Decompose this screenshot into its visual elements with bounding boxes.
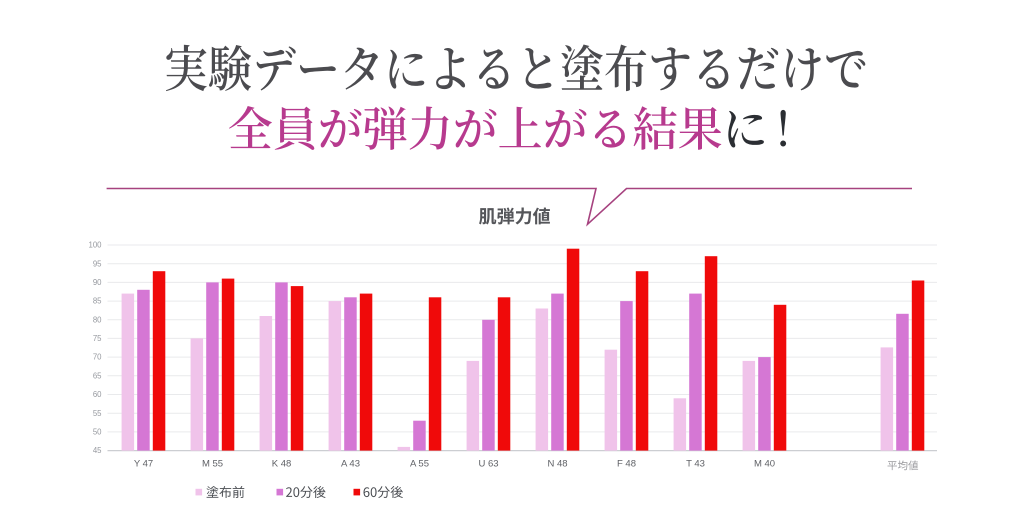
svg-text:A 55: A 55 xyxy=(410,459,429,470)
svg-text:N 48: N 48 xyxy=(547,459,567,470)
svg-text:100: 100 xyxy=(88,241,102,250)
svg-text:75: 75 xyxy=(93,334,102,343)
svg-text:U 63: U 63 xyxy=(478,459,498,470)
svg-text:A 43: A 43 xyxy=(341,459,360,470)
svg-text:T 43: T 43 xyxy=(686,459,705,470)
svg-text:65: 65 xyxy=(93,371,102,380)
svg-text:M 40: M 40 xyxy=(754,459,775,470)
svg-text:50: 50 xyxy=(93,428,102,437)
svg-text:95: 95 xyxy=(93,259,102,268)
svg-text:80: 80 xyxy=(93,315,102,324)
svg-text:Y 47: Y 47 xyxy=(134,459,153,470)
svg-text:M 55: M 55 xyxy=(202,459,223,470)
svg-text:45: 45 xyxy=(93,446,102,455)
svg-text:K 48: K 48 xyxy=(272,459,292,470)
svg-text:F 48: F 48 xyxy=(617,459,636,470)
svg-text:55: 55 xyxy=(93,409,102,418)
svg-text:85: 85 xyxy=(93,297,102,306)
svg-text:60: 60 xyxy=(93,390,102,399)
svg-text:90: 90 xyxy=(93,278,102,287)
svg-text:70: 70 xyxy=(93,353,102,362)
